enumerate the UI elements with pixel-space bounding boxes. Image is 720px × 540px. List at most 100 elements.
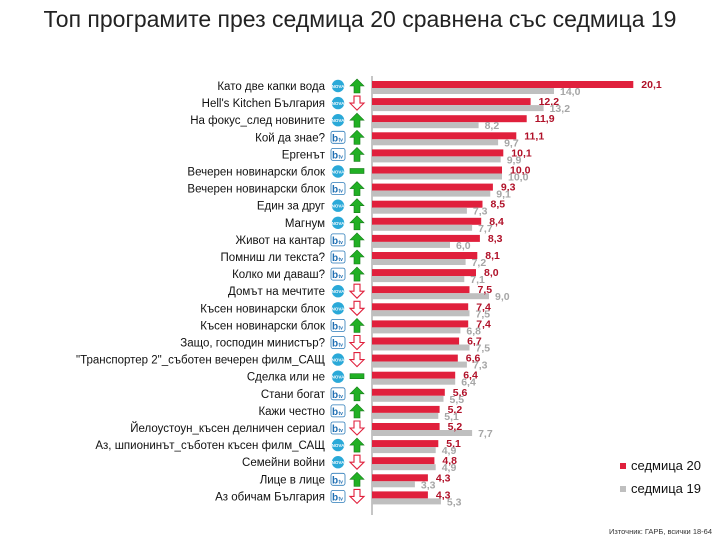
- btv-logo-icon: [330, 318, 346, 332]
- nova-logo-icon: [331, 114, 345, 127]
- bar-week-20: [372, 132, 517, 140]
- data-label-week-19: 10,0: [508, 172, 529, 184]
- trend-up-arrow-icon: [349, 471, 365, 487]
- btv-logo-text: b: [332, 492, 338, 503]
- data-label-week-20: 7,4: [476, 301, 491, 313]
- bar-week-20: [372, 269, 476, 277]
- btv-logo-text: tv: [339, 496, 344, 502]
- data-label-week-19: 5,5: [450, 394, 465, 406]
- category-label: Сделка или не: [247, 372, 325, 384]
- category-label: Късен новинарски блок: [200, 303, 326, 315]
- data-label-week-19: 5,3: [447, 496, 462, 508]
- nova-logo-text: NOVA: [332, 101, 345, 106]
- nova-logo-text: NOVA: [332, 443, 345, 448]
- bar-week-20: [372, 457, 435, 465]
- category-label: На фокус_след новините: [190, 115, 325, 127]
- trend-down-arrow-icon: [348, 488, 366, 505]
- category-label: Йелоустоун_късен делничен сериал: [130, 422, 325, 435]
- category-label: Магнум: [285, 218, 325, 230]
- data-label-week-19: 7,1: [470, 274, 485, 286]
- trend-same-icon: [349, 373, 365, 380]
- bar-week-19: [372, 122, 479, 129]
- legend-label-s20: седмица 20: [631, 458, 701, 473]
- btv-logo-text: b: [332, 236, 338, 247]
- btv-logo-text: b: [332, 133, 338, 144]
- trend-same-icon: [349, 168, 365, 174]
- data-label-week-20: 4,8: [442, 455, 457, 467]
- bar-week-20: [372, 371, 456, 379]
- nova-logo-icon: [331, 96, 345, 110]
- btv-logo-text: b: [332, 253, 338, 264]
- legend-label-s19: седмица 19: [631, 481, 701, 496]
- data-label-week-20: 10,0: [510, 165, 531, 177]
- btv-logo-text: b: [332, 185, 338, 196]
- source-note: Източник: ГАРБ, всички 18-64: [608, 527, 712, 536]
- btv-logo-icon: [330, 336, 346, 349]
- bar-week-19: [372, 378, 456, 385]
- btv-logo-icon: [330, 267, 346, 281]
- data-label-week-19: 13,2: [550, 103, 571, 115]
- data-label-week-19: 7,5: [476, 308, 491, 320]
- data-label-week-20: 20,1: [641, 79, 662, 91]
- nova-logo-text: NOVA: [332, 84, 345, 89]
- nova-logo-icon: [331, 199, 345, 212]
- category-label: Семейни войни: [242, 457, 325, 469]
- category-label: Вечерен новинарски блок: [187, 184, 326, 196]
- legend: седмица 20 седмица 19: [620, 458, 701, 496]
- category-label: Домът на мечтите: [228, 286, 325, 298]
- nova-logo-text: NOVA: [332, 358, 345, 363]
- nova-logo-text: NOVA: [332, 306, 345, 311]
- category-label: Живот на кантар: [235, 235, 325, 247]
- data-label-week-20: 6,4: [463, 370, 478, 382]
- data-label-week-20: 12,2: [539, 96, 560, 108]
- category-label: Късен новинарски блок: [200, 320, 326, 332]
- category-label: Hell's Kitchen България: [202, 98, 325, 110]
- btv-logo-icon: [330, 404, 346, 418]
- btv-logo-text: tv: [339, 343, 344, 349]
- trend-up-arrow-icon: [349, 249, 365, 265]
- btv-logo-icon: [330, 130, 346, 144]
- bar-week-20: [372, 491, 428, 499]
- data-label-week-19: 7,2: [472, 257, 487, 269]
- btv-logo-text: tv: [339, 428, 344, 434]
- category-label: Аз обичам България: [215, 491, 325, 503]
- bar-week-19: [372, 498, 441, 505]
- trend-up-arrow-icon: [349, 266, 365, 282]
- bar-week-19: [372, 395, 444, 402]
- bar-week-20: [372, 217, 482, 225]
- trend-down-arrow-icon: [348, 95, 366, 111]
- trend-down-arrow-icon: [348, 283, 366, 299]
- trend-up-arrow-icon: [349, 215, 365, 231]
- nova-logo-text: NOVA: [332, 221, 345, 226]
- nova-logo-text: NOVA: [332, 375, 345, 380]
- data-label-week-20: 5,6: [453, 387, 468, 399]
- trend-up-arrow-icon: [349, 129, 365, 145]
- btv-logo-text: tv: [339, 325, 344, 331]
- trend-up-arrow-icon: [349, 232, 365, 248]
- data-label-week-20: 5,1: [446, 438, 461, 450]
- data-label-week-20: 4,3: [436, 489, 451, 501]
- bar-week-20: [372, 234, 480, 242]
- nova-logo-icon: [331, 285, 345, 298]
- bar-week-19: [372, 344, 470, 351]
- data-label-week-20: 6,7: [467, 336, 482, 348]
- nova-logo-text: NOVA: [332, 289, 345, 294]
- data-label-week-19: 4,9: [442, 445, 457, 457]
- btv-logo-text: tv: [339, 274, 344, 280]
- trend-up-arrow-icon: [349, 386, 365, 402]
- data-label-week-19: 9,7: [504, 137, 519, 149]
- category-label: Вечерен новинарски блок: [187, 167, 326, 179]
- category-label: Кой да знае?: [255, 132, 325, 144]
- nova-logo-text: NOVA: [332, 118, 345, 123]
- data-label-week-19: 3,3: [421, 479, 436, 491]
- btv-logo-icon: [330, 472, 346, 486]
- trend-up-arrow-icon: [349, 146, 365, 162]
- trend-up-arrow-icon: [349, 403, 365, 419]
- data-label-week-19: 6,0: [456, 240, 471, 252]
- bar-week-20: [372, 166, 502, 174]
- data-label-week-20: 8,5: [491, 199, 506, 211]
- data-label-week-20: 8,0: [484, 267, 499, 279]
- bar-week-19: [372, 412, 439, 419]
- trend-up-arrow-icon: [349, 198, 365, 213]
- bar-week-19: [372, 173, 502, 180]
